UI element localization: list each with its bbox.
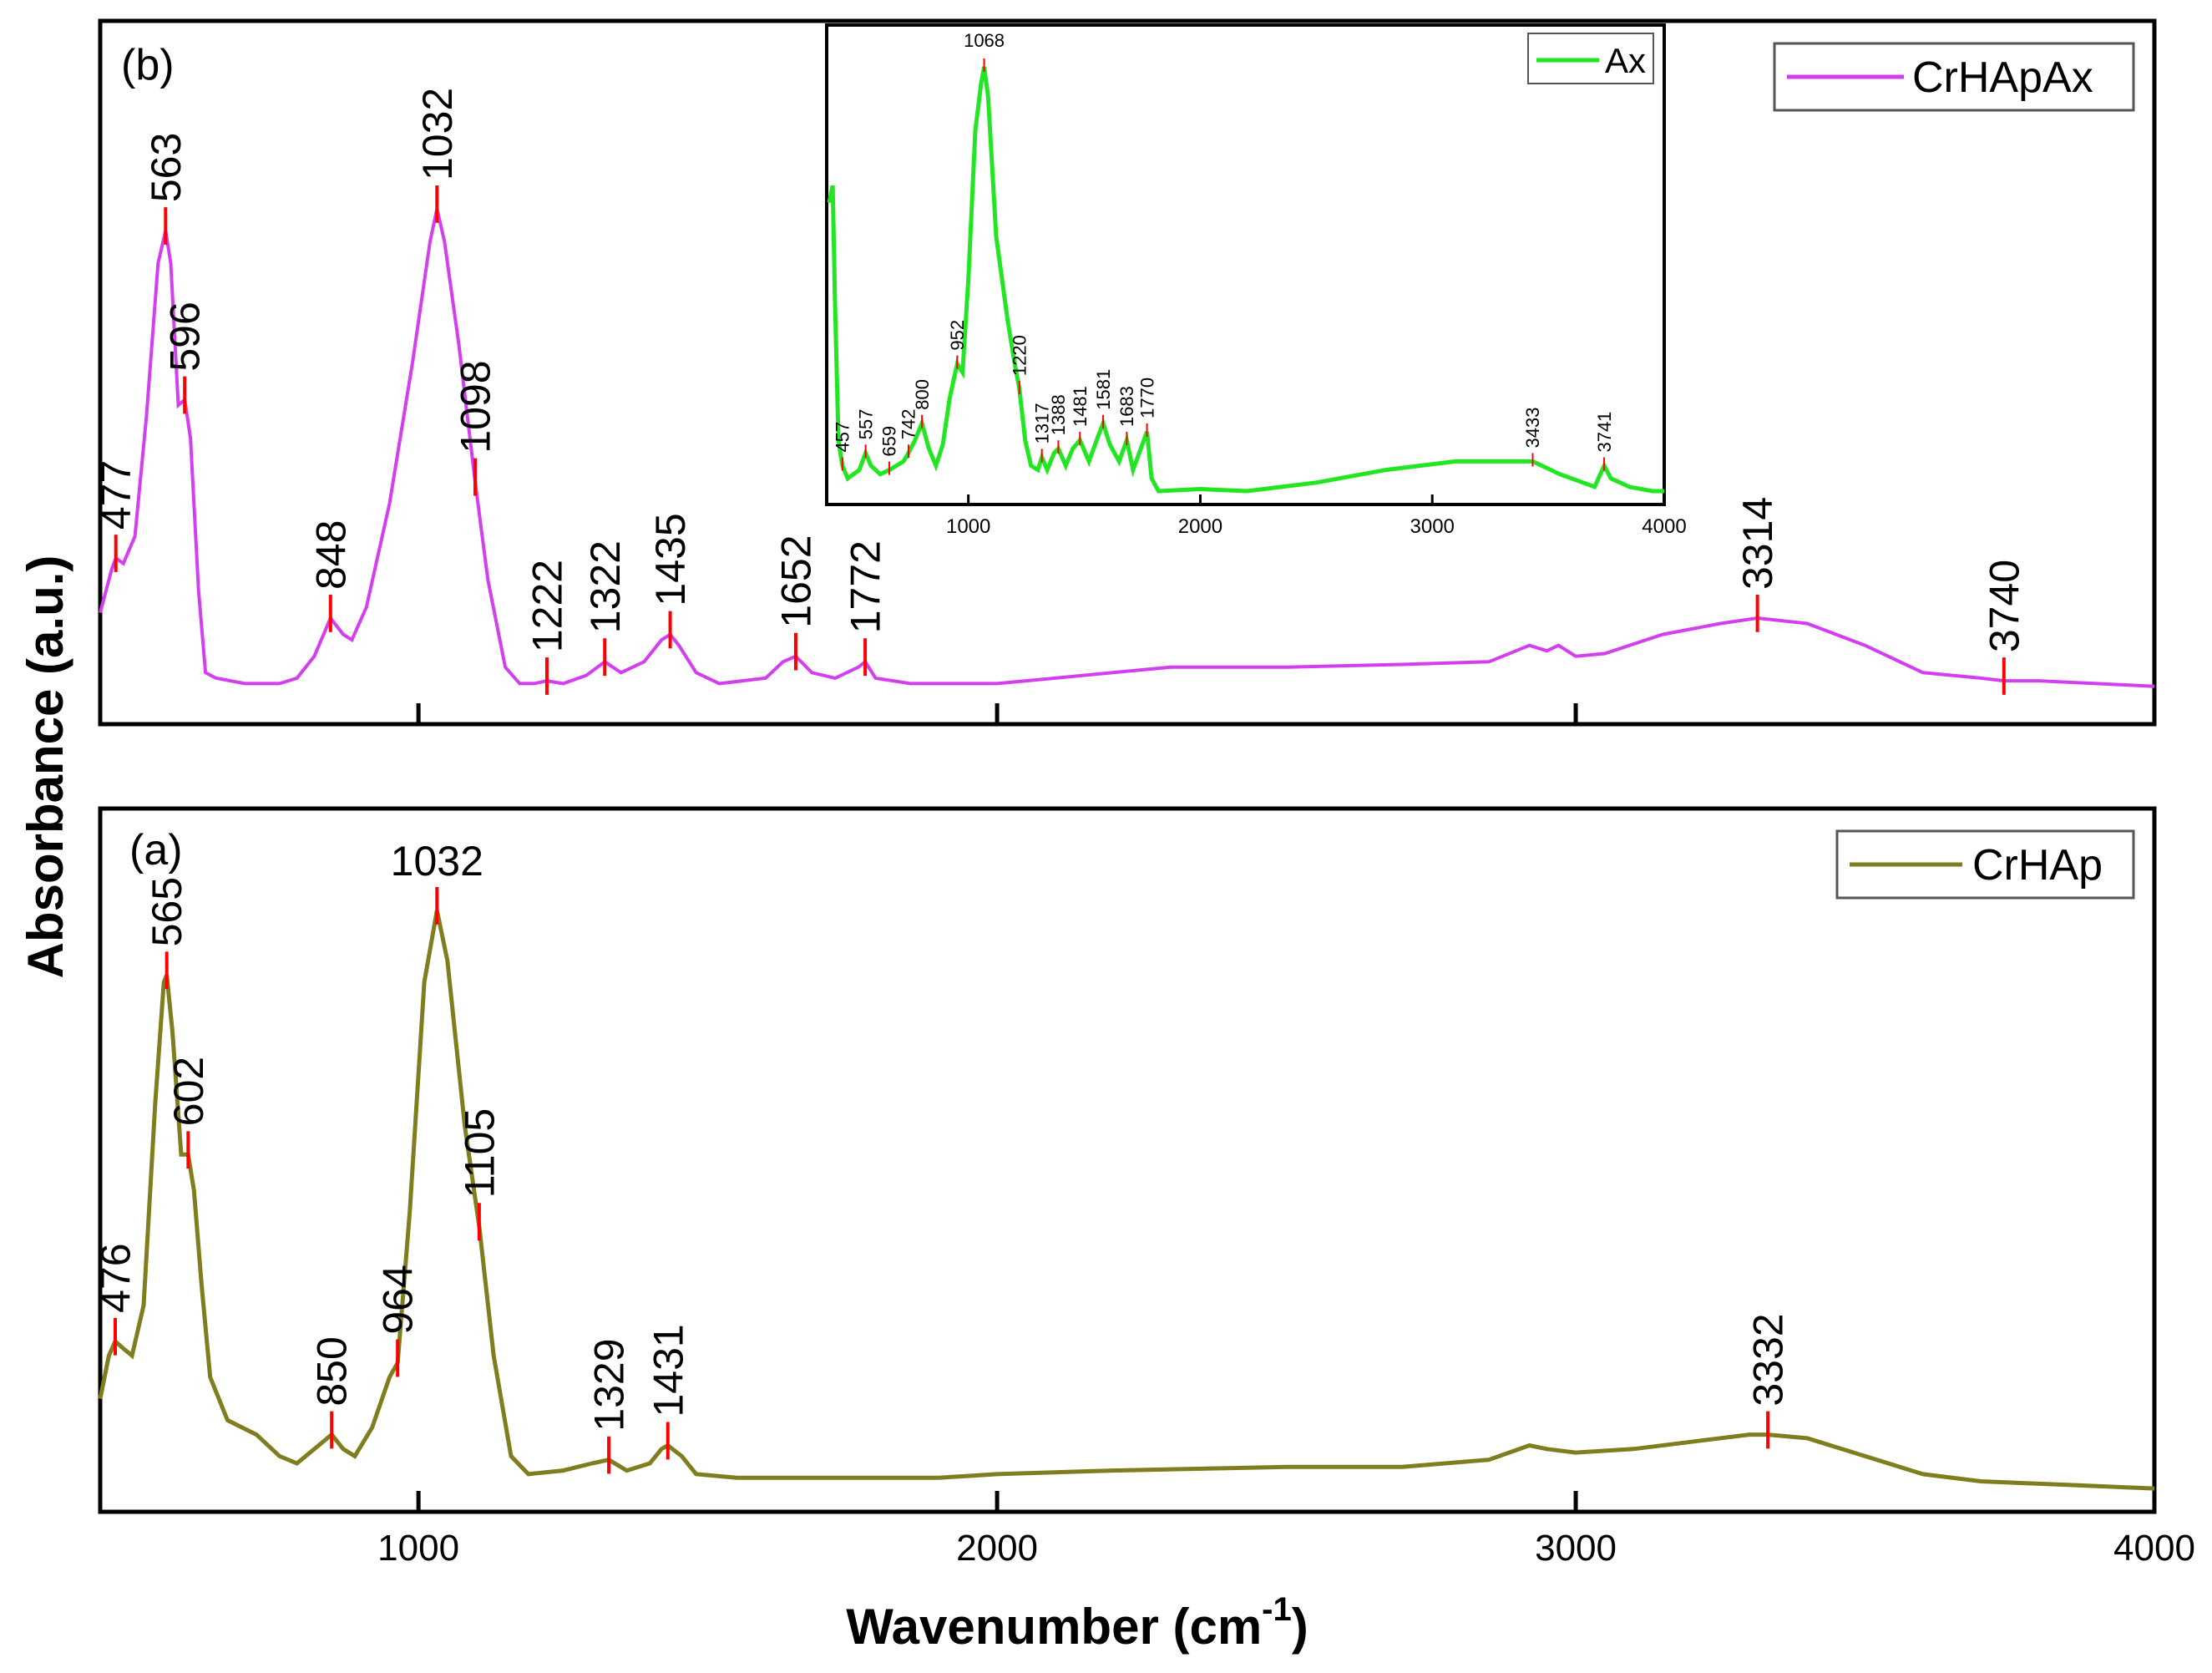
inset-xticks: 1000 2000 3000 4000	[946, 494, 1687, 538]
peak-label-1222: 1222	[524, 560, 570, 652]
peak-label-1388: 1388	[1048, 394, 1069, 435]
x-axis-title: Wavenumber (cm-1)	[846, 1591, 1308, 1655]
peak-label-1481: 1481	[1070, 386, 1091, 427]
panel-a-chart: (a) CrHAp 1000 2000 3000 4000 476 565 602 850 9…	[93, 806, 2195, 1569]
x-tick-label-4000: 4000	[1642, 515, 1686, 538]
x-tick-label-4000: 4000	[2113, 1528, 2195, 1569]
panel-a-frame	[98, 806, 2157, 1514]
peak-label-1322: 1322	[582, 540, 629, 633]
panel-b-chart: (b) CrHApAx 477 563 596 848 1032 1098 1222 1322…	[93, 18, 2157, 727]
inset-legend: Ax	[1527, 33, 1654, 84]
peak-label-800: 800	[912, 379, 933, 410]
peak-label-1068: 1068	[964, 30, 1005, 51]
peak-label-3314: 3314	[1734, 497, 1781, 590]
legend-label-crhap: CrHAp	[1972, 841, 2103, 890]
peak-label-3332: 3332	[1745, 1313, 1792, 1406]
peak-label-477: 477	[93, 460, 139, 530]
x-axis-title-close: )	[1292, 1599, 1308, 1655]
peak-label-964: 964	[375, 1265, 422, 1334]
peak-label-565: 565	[144, 877, 190, 946]
peak-label-1652: 1652	[772, 535, 819, 627]
series-line-crhapax	[99, 208, 2155, 688]
panel-a-legend: CrHAp	[1835, 829, 2135, 900]
panel-a-peak-markers: 476 565 602 850 964 1032 1105 1329 1431 3332	[93, 838, 1792, 1474]
panel-b-frame	[98, 18, 2157, 727]
peak-label-3740: 3740	[1981, 560, 2027, 652]
peak-label-476: 476	[93, 1243, 139, 1312]
peak-label-1770: 1770	[1136, 378, 1157, 418]
peak-label-1098: 1098	[453, 360, 499, 453]
legend-label-ax: Ax	[1605, 41, 1646, 80]
panel-a-label: (a)	[129, 826, 183, 875]
peak-label-1220: 1220	[1009, 335, 1030, 376]
peak-label-3433: 3433	[1522, 407, 1543, 448]
panel-a-xticks: 1000 2000 3000 4000	[377, 1491, 2195, 1569]
peak-label-1032: 1032	[391, 838, 483, 885]
y-axis-title: Absorbance (a.u.)	[18, 555, 73, 979]
x-tick-label-3000: 3000	[1535, 1528, 1617, 1569]
panel-b-legend: CrHApAx	[1773, 42, 2135, 112]
panel-b-peak-markers: 477 563 596 848 1032 1098 1222 1322 1435 1652 1772…	[93, 88, 2027, 695]
peak-label-952: 952	[947, 320, 968, 351]
peak-label-1317: 1317	[1031, 403, 1052, 444]
series-line-ax	[827, 66, 1664, 494]
peak-label-563: 563	[143, 133, 190, 202]
peak-label-1105: 1105	[456, 1108, 503, 1199]
peak-label-1032: 1032	[414, 88, 461, 180]
x-tick-label-1000: 1000	[377, 1528, 459, 1569]
legend-label-crhapax: CrHApAx	[1912, 53, 2093, 102]
peak-label-457: 457	[833, 422, 853, 453]
series-line-crhap	[98, 910, 2155, 1491]
peak-label-659: 659	[879, 426, 900, 457]
x-tick-label-1000: 1000	[946, 515, 990, 538]
peak-label-1435: 1435	[647, 513, 694, 606]
panel-b-xticks	[416, 703, 2157, 724]
peak-label-1329: 1329	[586, 1338, 633, 1431]
peak-label-557: 557	[855, 409, 876, 440]
peak-label-850: 850	[309, 1336, 356, 1406]
inset-frame	[825, 23, 1666, 506]
peak-label-742: 742	[898, 409, 919, 440]
peak-label-1581: 1581	[1093, 369, 1114, 410]
x-axis-title-superscript: -1	[1262, 1591, 1292, 1628]
x-tick-label-2000: 2000	[956, 1528, 1038, 1569]
peak-label-3741: 3741	[1594, 412, 1615, 453]
x-tick-label-2000: 2000	[1178, 515, 1222, 538]
peak-label-1772: 1772	[843, 540, 889, 633]
peak-label-596: 596	[162, 302, 209, 371]
panel-b-label: (b)	[121, 41, 175, 89]
x-axis-title-main: Wavenumber (cm	[846, 1599, 1262, 1655]
peak-label-848: 848	[307, 520, 354, 590]
peak-label-1431: 1431	[645, 1324, 691, 1417]
peak-label-602: 602	[165, 1057, 212, 1126]
peak-label-1683: 1683	[1116, 386, 1137, 427]
x-tick-label-3000: 3000	[1410, 515, 1455, 538]
